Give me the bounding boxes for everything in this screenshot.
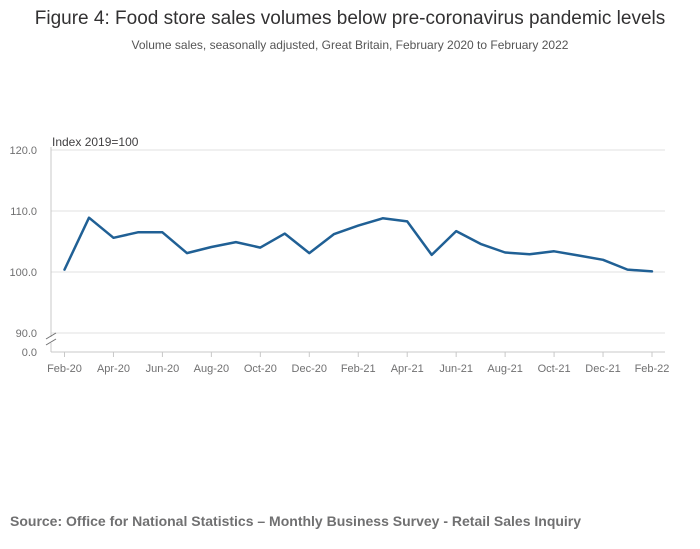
series-group bbox=[63, 216, 654, 273]
x-tick-label: Feb-22 bbox=[635, 363, 670, 375]
y-tick-label: 110.0 bbox=[10, 206, 37, 218]
x-tick-label: Feb-20 bbox=[47, 363, 82, 375]
y-axis-unit-label: Index 2019=100 bbox=[52, 135, 139, 149]
x-tick-label: Dec-21 bbox=[585, 363, 620, 375]
x-tick-label: Aug-21 bbox=[487, 363, 522, 375]
y-axis-ticks: 120.0 110.0 100.0 90.0 0.0 bbox=[9, 145, 37, 359]
x-tick-label: Oct-21 bbox=[538, 363, 571, 375]
series-line bbox=[63, 216, 654, 273]
y-tick-label: 120.0 bbox=[9, 145, 37, 157]
y-tick-label: 0.0 bbox=[22, 347, 37, 359]
x-tick-label: Apr-21 bbox=[391, 363, 424, 375]
x-tick-label: Jun-20 bbox=[146, 363, 180, 375]
axis-break-mark bbox=[45, 338, 57, 346]
chart-title: Figure 4: Food store sales volumes below… bbox=[34, 8, 666, 29]
axis-break-mark bbox=[45, 332, 57, 340]
x-tick-label: Dec-20 bbox=[292, 363, 327, 375]
source-note: Source: Office for National Statistics –… bbox=[10, 513, 582, 529]
x-tick-label: Apr-20 bbox=[97, 363, 130, 375]
x-tick-label: Oct-20 bbox=[244, 363, 277, 375]
y-tick-label: 90.0 bbox=[16, 328, 37, 340]
x-tick-label: Feb-21 bbox=[341, 363, 376, 375]
gridlines bbox=[51, 149, 665, 334]
x-tick-label: Aug-20 bbox=[194, 363, 229, 375]
axes bbox=[45, 147, 665, 353]
y-tick-label: 100.0 bbox=[9, 267, 37, 279]
x-tick-label: Jun-21 bbox=[439, 363, 473, 375]
x-axis-ticks: Feb-20 Apr-20 Jun-20 Aug-20 Oct-20 Dec-20 Feb-… bbox=[47, 352, 669, 375]
chart-subtitle: Volume sales, seasonally adjusted, Great… bbox=[131, 38, 569, 52]
